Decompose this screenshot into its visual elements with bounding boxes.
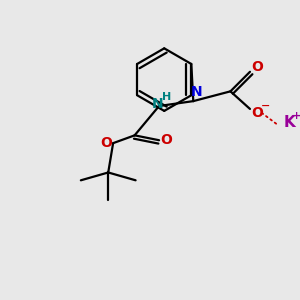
Text: O: O [100,136,112,150]
Text: N: N [151,97,163,111]
Text: O: O [160,133,172,147]
Text: −: − [261,101,270,111]
Text: N: N [190,85,202,99]
Text: K: K [283,115,295,130]
Text: H: H [162,92,172,102]
Text: O: O [251,106,263,120]
Text: O: O [251,60,263,74]
Text: +: + [292,111,300,121]
